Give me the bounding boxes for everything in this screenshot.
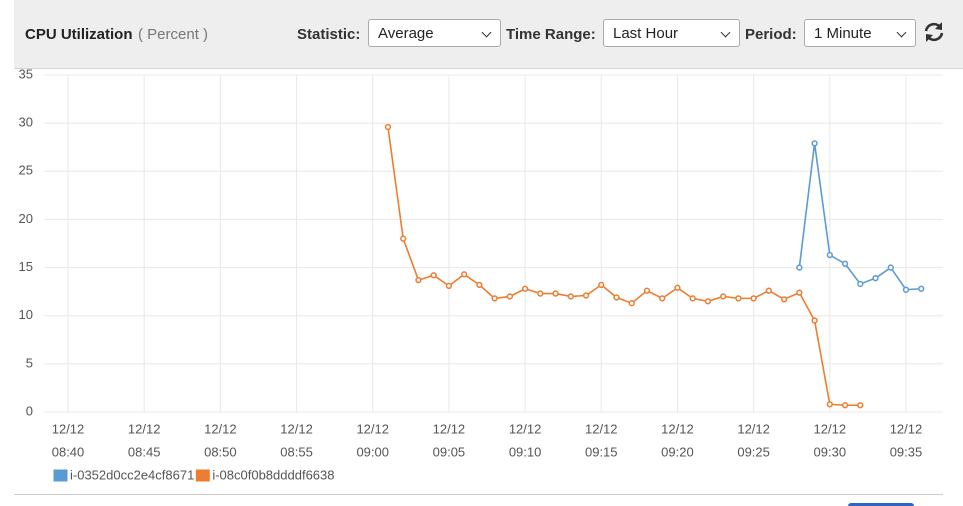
data-point — [430, 272, 437, 279]
x-tick-label: 09:15 — [585, 444, 618, 459]
data-point — [811, 140, 818, 147]
data-point — [400, 235, 407, 242]
data-point — [750, 295, 757, 302]
data-point — [567, 293, 574, 300]
data-point — [628, 300, 635, 307]
chart-title: CPU Utilization — [25, 26, 133, 43]
grid — [44, 74, 943, 413]
data-point — [857, 402, 864, 409]
x-tick-label: 12/12 — [661, 421, 694, 436]
series-line — [798, 143, 922, 291]
data-point — [918, 285, 925, 292]
data-point — [811, 317, 818, 324]
data-point — [643, 287, 651, 294]
data-point — [735, 295, 742, 302]
x-tick-label: 12/12 — [737, 421, 770, 436]
data-point — [826, 401, 833, 408]
data-point — [384, 123, 392, 131]
legend-swatch — [52, 468, 69, 483]
data-point — [552, 290, 559, 297]
data-point — [476, 281, 483, 289]
x-tick-label: 09:05 — [433, 444, 466, 459]
x-tick-label: 12/12 — [204, 421, 237, 436]
data-point — [841, 260, 849, 267]
y-tick-label: 20 — [19, 211, 33, 226]
data-point — [826, 251, 833, 259]
x-tick-label: 08:50 — [204, 444, 237, 459]
data-point — [857, 280, 864, 288]
data-point — [765, 287, 773, 294]
statistic-label: Statistic: — [297, 26, 361, 43]
data-point — [841, 402, 849, 409]
series-line — [387, 126, 861, 407]
data-point — [537, 290, 544, 297]
x-tick-label: 09:10 — [509, 444, 542, 459]
unit: ( Percent ) — [138, 26, 209, 43]
period-label: Period: — [745, 26, 797, 43]
toolbar: CPU Utilization ( Percent ) Statistic: A… — [14, 0, 963, 69]
x-tick-label: 09:20 — [661, 444, 694, 459]
x-tick-label: 08:40 — [52, 444, 85, 459]
x-tick-label: 08:45 — [128, 444, 161, 459]
data-point — [521, 285, 529, 292]
period-select[interactable]: 1 Minute — [804, 19, 916, 47]
data-point — [872, 275, 879, 282]
x-tick-label: 09:00 — [356, 444, 389, 459]
time-range-select[interactable]: Last Hour — [603, 19, 740, 47]
y-tick-label: 15 — [19, 259, 33, 274]
x-tick-label: 12/12 — [890, 421, 923, 436]
x-tick-label: 12/12 — [356, 421, 389, 436]
x-tick-label: 12/12 — [814, 421, 847, 436]
data-point — [689, 295, 696, 302]
data-point — [506, 293, 514, 300]
data-point — [674, 284, 681, 291]
data-point — [887, 264, 894, 271]
legend-label: i-0352d0cc2e4cf8671 — [70, 467, 194, 482]
x-tick-label: 09:35 — [890, 444, 923, 459]
x-tick-label: 12/12 — [52, 421, 85, 436]
data-point — [796, 289, 803, 296]
data-point — [780, 296, 788, 303]
data-point — [902, 286, 910, 293]
data-point — [445, 282, 453, 290]
y-tick-label: 5 — [26, 355, 33, 370]
time-range-label: Time Range: — [506, 26, 596, 43]
data-point — [704, 298, 712, 305]
data-point — [582, 292, 590, 299]
x-tick-label: 12/12 — [585, 421, 618, 436]
x-tick-label: 09:30 — [814, 444, 847, 459]
data-point — [659, 295, 666, 302]
y-tick-label: 0 — [26, 403, 33, 418]
x-tick-label: 12/12 — [433, 421, 466, 436]
data-point — [415, 276, 422, 284]
y-tick-label: 30 — [19, 115, 33, 130]
x-tick-label: 12/12 — [280, 421, 313, 436]
refresh-button[interactable] — [922, 20, 946, 44]
data-point — [796, 264, 803, 271]
data-point — [613, 294, 620, 301]
data-point — [598, 281, 605, 289]
legend-swatch — [194, 468, 211, 483]
data-point — [491, 295, 498, 302]
x-tick-label: 12/12 — [128, 421, 161, 436]
x-tick-label: 08:55 — [280, 444, 313, 459]
data-point — [460, 271, 468, 278]
data-point — [720, 293, 727, 300]
legend-label: i-08c0f0b8ddddf6638 — [212, 467, 334, 482]
x-tick-label: 12/12 — [509, 421, 542, 436]
x-tick-label: 09:25 — [737, 444, 770, 459]
y-tick-label: 10 — [19, 307, 33, 322]
y-tick-label: 25 — [19, 163, 33, 178]
statistic-select[interactable]: Average — [368, 19, 501, 47]
